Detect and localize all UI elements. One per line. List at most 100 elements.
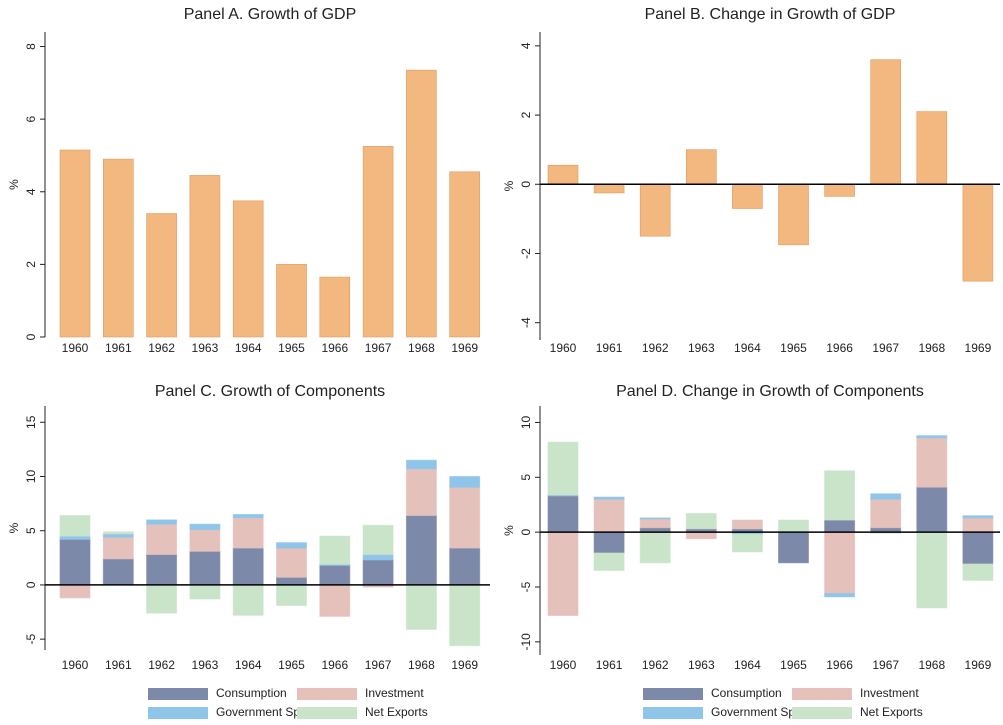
bar-segment [189,523,221,531]
y-tick-label: -2 [519,248,533,259]
y-tick-label: 4 [24,188,38,195]
bar [232,200,264,338]
x-tick-label: 1969 [965,658,992,672]
bar-segment [232,584,264,616]
bar-segment [593,552,625,572]
bar [276,264,307,338]
y-tick-label: 4 [519,42,533,49]
x-tick-label: 1965 [278,658,305,672]
bar-segment [232,547,264,586]
bar-segment [276,584,307,607]
bar [146,213,177,338]
bar-segment [639,518,671,529]
bar-segment [824,593,856,598]
x-tick-label: 1963 [688,341,715,355]
chart-title: Panel A. Growth of GDP [184,6,357,23]
x-tick-label: 1967 [365,658,392,672]
x-tick-label: 1966 [321,658,348,672]
bar-segment [778,531,809,564]
x-tick-label: 1967 [872,341,899,355]
y-axis-label: % [7,179,21,190]
legend-swatch [792,707,852,719]
y-tick-label: -10 [519,633,533,651]
x-tick-label: 1968 [408,658,435,672]
bar-segment [547,441,579,496]
x-tick-label: 1965 [780,658,807,672]
y-tick-label: 15 [24,415,38,429]
x-tick-label: 1966 [321,341,348,355]
bar-segment [449,584,481,647]
bar-segment [102,536,134,560]
bar-segment [593,531,625,554]
x-tick-label: 1962 [642,658,669,672]
x-tick-label: 1968 [918,341,945,355]
legend-swatch [297,688,357,700]
bar-segment [189,550,221,586]
legend-label: Investment [365,686,424,700]
bar-segment [319,564,351,586]
bar-segment [319,584,351,617]
y-tick-label: -4 [519,317,533,328]
y-axis-label: % [7,522,21,533]
bar-segment [362,559,394,586]
bar [639,183,671,237]
bar-segment [639,517,671,520]
bar-segment [916,435,948,439]
legend-swatch [148,688,208,700]
x-tick-label: 1960 [62,341,89,355]
x-tick-label: 1969 [451,341,478,355]
legend-label: Investment [860,686,919,700]
bar-segment [449,547,481,586]
bar-segment [405,584,437,630]
x-tick-label: 1962 [148,341,175,355]
y-tick-label: 10 [24,469,38,483]
x-tick-label: 1962 [642,341,669,355]
legend-swatch [643,707,703,719]
bar-segment [962,515,994,519]
bar-segment [778,519,809,533]
bar-segment [276,547,307,578]
bar [962,183,994,282]
bar-segment [731,519,763,530]
bar [593,183,625,194]
y-tick-label: 0 [519,528,533,535]
bar-segment [405,459,437,470]
x-tick-label: 1961 [596,658,623,672]
bar-segment [59,538,91,586]
bar-segment [449,486,481,549]
bar-segment [362,524,394,556]
bar-segment [593,498,625,533]
x-tick-label: 1960 [62,658,89,672]
legend-label: Consumption [711,686,782,700]
x-tick-label: 1968 [408,341,435,355]
x-tick-label: 1963 [192,341,219,355]
bar [362,146,394,338]
bar [547,164,579,185]
x-tick-label: 1966 [826,658,853,672]
x-tick-label: 1960 [550,341,577,355]
bar-segment [824,470,856,521]
chart-title: Panel B. Change in Growth of GDP [645,6,896,23]
bar-segment [146,554,178,586]
x-tick-label: 1965 [780,341,807,355]
bar-segment [916,486,948,533]
bar [59,149,91,338]
x-tick-label: 1967 [872,658,899,672]
bar-segment [824,531,856,595]
x-tick-label: 1967 [365,341,392,355]
y-axis-label: % [502,525,516,536]
bar-segment [189,529,221,552]
bar [916,111,948,185]
x-tick-label: 1965 [278,341,305,355]
x-tick-label: 1964 [734,658,761,672]
bar-segment [362,554,394,561]
bar [732,183,763,209]
y-tick-label: 8 [24,43,38,50]
chart-title: Panel D. Change in Growth of Components [616,383,924,400]
bar-segment [731,533,763,553]
bar-segment [870,493,902,500]
bar-segment [593,496,625,500]
bar [319,276,351,338]
bar-segment [405,515,437,586]
y-tick-label: 0 [24,581,38,588]
